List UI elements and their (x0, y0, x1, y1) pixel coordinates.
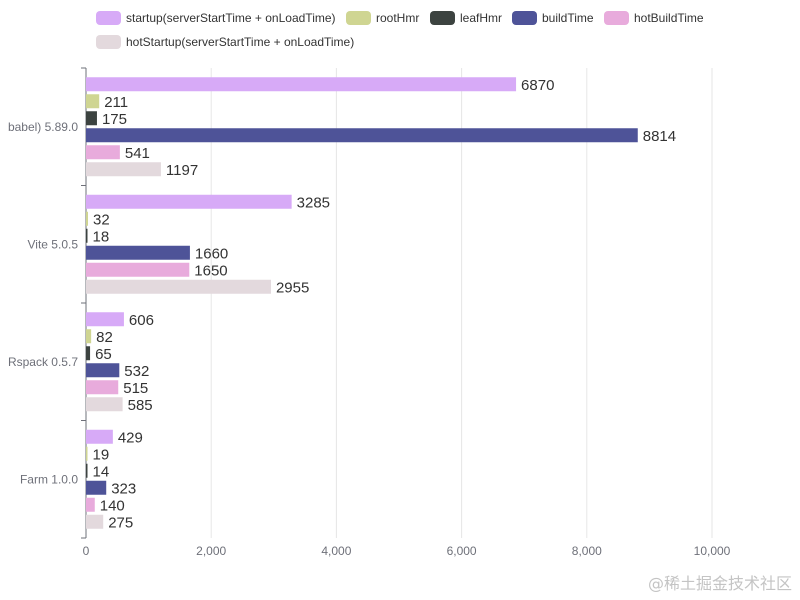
bar (86, 228, 88, 243)
legend-swatch (430, 11, 455, 25)
data-label: 2955 (276, 279, 309, 296)
legend-swatch (96, 11, 121, 25)
legend-item[interactable]: startup(serverStartTime + onLoadTime) (96, 8, 336, 28)
data-label: 429 (118, 429, 143, 446)
legend-label: startup(serverStartTime + onLoadTime) (126, 11, 336, 25)
data-label: 275 (108, 514, 133, 531)
data-label: 6870 (521, 77, 554, 94)
bar (86, 429, 113, 444)
bar (86, 480, 107, 495)
y-tick-label: Vite 5.0.5 (28, 237, 79, 251)
data-label: 1197 (166, 162, 198, 179)
legend-swatch (512, 11, 537, 25)
legend-label: leafHmr (460, 11, 503, 25)
x-tick-label: 6,000 (447, 544, 477, 558)
legend-item[interactable]: rootHmr (346, 8, 419, 28)
bar (86, 194, 292, 209)
bar (86, 312, 124, 327)
bar (86, 497, 95, 512)
data-label: 82 (96, 329, 113, 346)
bar (86, 329, 92, 344)
data-label: 18 (93, 228, 110, 245)
data-label: 606 (129, 312, 154, 329)
legend-swatch (604, 11, 629, 25)
legend-label: hotBuildTime (634, 11, 704, 25)
data-label: 8814 (643, 128, 676, 145)
data-label: 532 (124, 363, 149, 380)
bar (86, 279, 271, 294)
bar (86, 397, 123, 412)
data-label: 19 (93, 446, 110, 463)
bar (86, 128, 638, 143)
bar (86, 380, 119, 395)
x-tick-label: 0 (83, 544, 90, 558)
y-tick-label: babel) 5.89.0 (8, 120, 78, 134)
legend-swatch (346, 11, 371, 25)
bar (86, 77, 517, 92)
data-label: 1660 (195, 245, 228, 262)
legend-swatch (96, 35, 121, 49)
bar (86, 111, 97, 126)
x-tick-label: 8,000 (572, 544, 602, 558)
bar (86, 262, 190, 277)
data-label: 65 (95, 346, 112, 363)
x-tick-label: 2,000 (196, 544, 226, 558)
data-label: 541 (125, 145, 150, 162)
legend-item[interactable]: hotBuildTime (604, 8, 704, 28)
bar (86, 145, 120, 160)
watermark: @稀土掘金技术社区 (647, 574, 792, 593)
x-tick-label: 4,000 (321, 544, 351, 558)
data-label: 323 (111, 480, 136, 497)
data-label: 14 (93, 463, 110, 480)
bar (86, 346, 91, 361)
data-label: 1650 (194, 262, 227, 279)
bar (86, 446, 88, 461)
legend-item[interactable]: leafHmr (430, 8, 502, 28)
legend-label: buildTime (542, 11, 594, 25)
y-tick-label: Farm 1.0.0 (20, 472, 78, 486)
data-label: 140 (100, 497, 125, 514)
legend-label: hotStartup(serverStartTime + onLoadTime) (126, 35, 355, 49)
bar (86, 463, 88, 478)
data-label: 585 (128, 397, 153, 414)
bar (86, 363, 120, 378)
data-label: 32 (93, 211, 110, 228)
bar (86, 514, 104, 529)
legend-label: rootHmr (376, 11, 420, 25)
data-label: 515 (123, 380, 148, 397)
x-tick-label: 10,000 (694, 544, 731, 558)
bar (86, 211, 89, 226)
bar (86, 162, 161, 177)
bar (86, 94, 100, 109)
y-tick-label: Rspack 0.5.7 (8, 355, 78, 369)
bar (86, 245, 190, 260)
legend-item[interactable]: hotStartup(serverStartTime + onLoadTime) (96, 32, 354, 52)
legend-item[interactable]: buildTime (512, 8, 594, 28)
data-label: 211 (104, 94, 128, 111)
data-label: 3285 (297, 194, 330, 211)
data-label: 175 (102, 111, 127, 128)
